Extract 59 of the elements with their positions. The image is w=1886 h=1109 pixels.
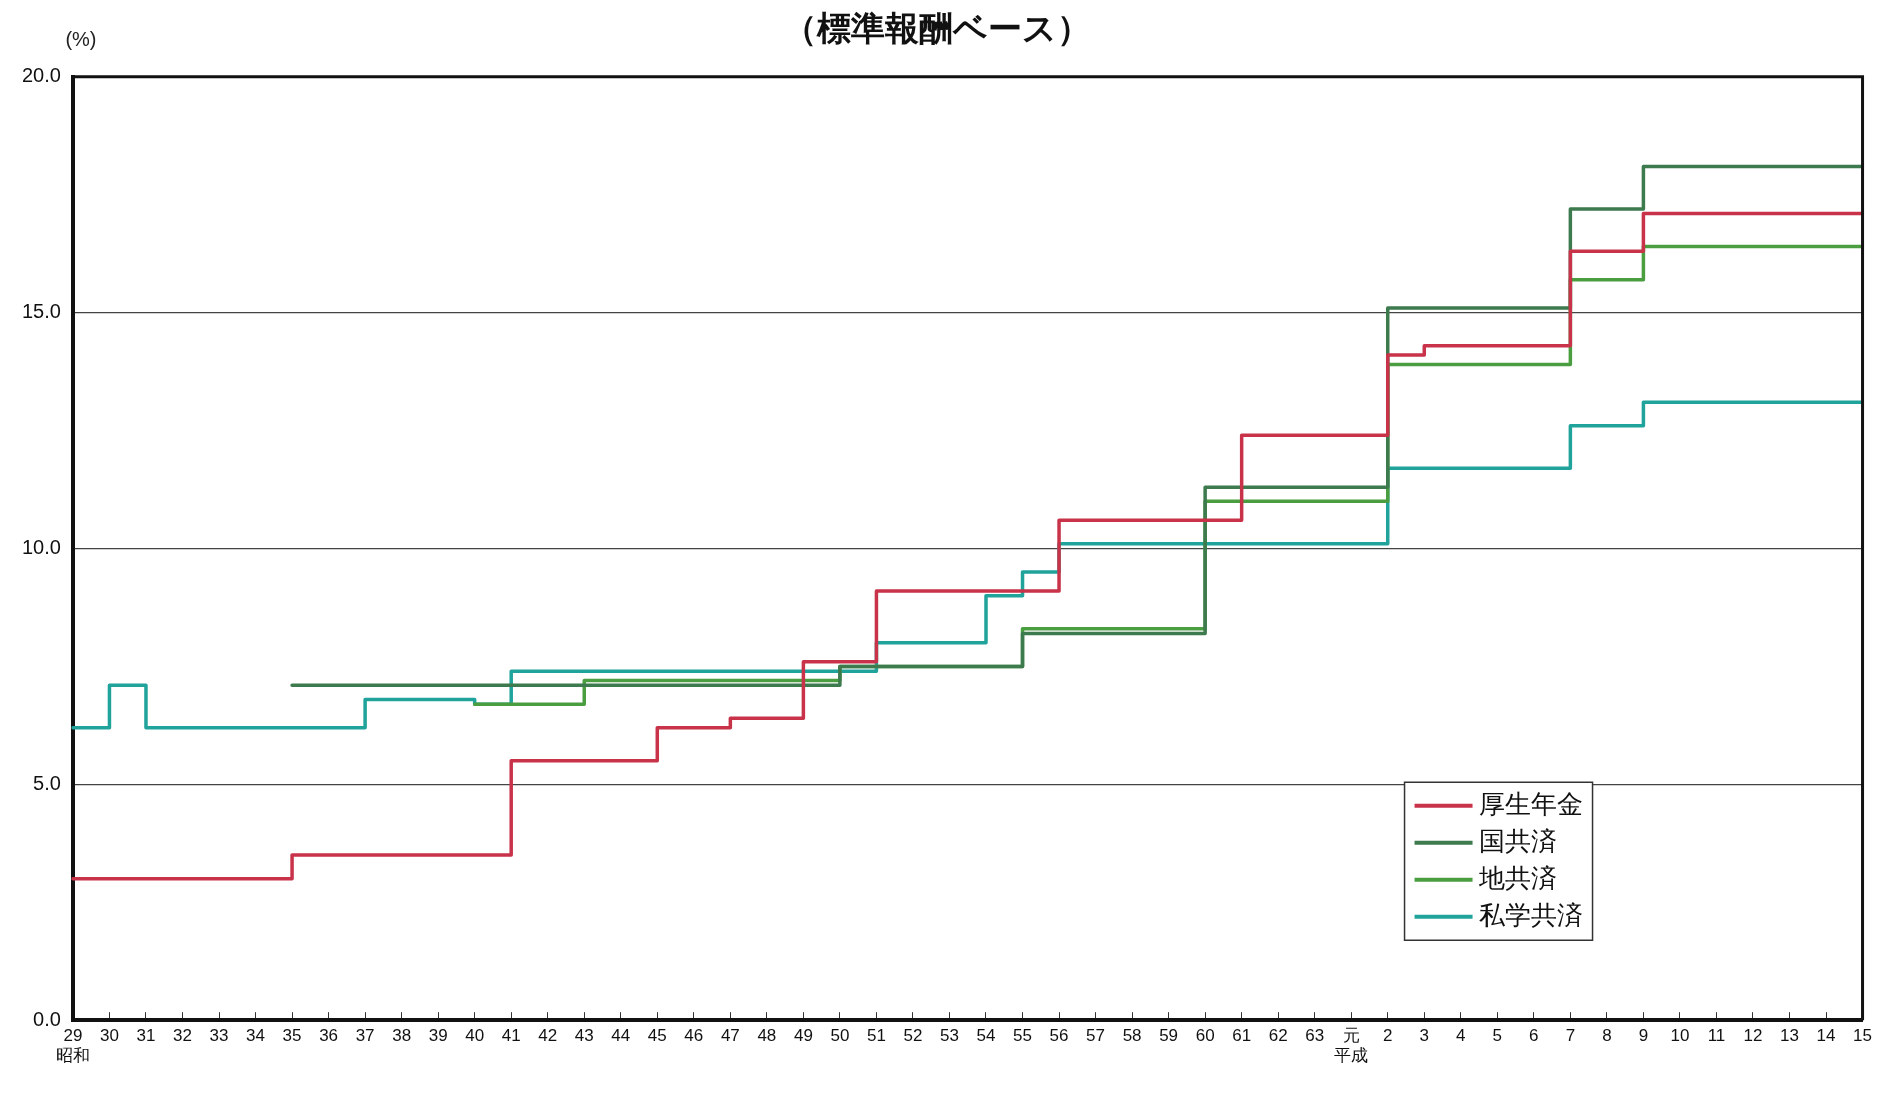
y-tick-label: 20.0	[21, 64, 61, 87]
x-tick-label: 38	[392, 1026, 412, 1046]
x-tick-label: 35	[282, 1026, 302, 1046]
x-tick-label: 53	[940, 1026, 959, 1046]
x-tick-label: 43	[574, 1026, 594, 1046]
x-tick-label: 14	[1816, 1026, 1836, 1046]
x-tick-label: 33	[209, 1026, 229, 1046]
x-tick-label: 46	[684, 1026, 704, 1046]
x-tick-label: 57	[1086, 1026, 1106, 1046]
legend-label: 厚生年金	[1478, 788, 1583, 819]
x-tick-label: 36	[319, 1026, 339, 1046]
x-tick-label: 42	[538, 1026, 558, 1046]
y-axis-title: (%)	[65, 28, 97, 51]
chart-title: （標準報酬ベース）	[783, 8, 1091, 47]
x-tick-label: 9	[1638, 1026, 1649, 1046]
y-tick-label: 10.0	[21, 536, 61, 559]
x-tick-label: 8	[1602, 1026, 1612, 1046]
x-tick-label: 31	[136, 1026, 156, 1046]
x-tick-label: 4	[1456, 1026, 1466, 1046]
x-tick-label: 6	[1529, 1026, 1539, 1046]
x-tick-label: 52	[903, 1026, 923, 1046]
legend-label: 私学共済	[1478, 899, 1583, 930]
x-tick-label: 44	[611, 1026, 631, 1046]
legend-label: 地共済	[1477, 862, 1557, 893]
y-tick-label: 5.0	[33, 771, 61, 794]
x-tick-label: 39	[428, 1026, 448, 1046]
x-tick-label: 45	[647, 1026, 667, 1046]
x-tick-label: 59	[1159, 1026, 1179, 1046]
x-tick-label: 50	[830, 1026, 850, 1046]
x-tick-label: 10	[1670, 1026, 1690, 1046]
x-tick-label: 11	[1707, 1026, 1726, 1046]
x-tick-label: 40	[465, 1026, 485, 1046]
x-tick-label: 37	[355, 1026, 375, 1046]
x-tick-label: 58	[1122, 1026, 1142, 1046]
legend-label: 国共済	[1478, 825, 1557, 856]
x-tick-label: 2	[1383, 1026, 1393, 1046]
x-tick-label: 48	[757, 1026, 777, 1046]
x-tick-label: 30	[99, 1026, 119, 1046]
x-tick-label: 13	[1780, 1026, 1799, 1046]
x-tick-label: 60	[1195, 1026, 1215, 1046]
x-tick-label: 5	[1492, 1026, 1503, 1046]
x-tick-label: 51	[866, 1026, 886, 1046]
x-tick-label: 63	[1305, 1026, 1325, 1046]
x-tick-label: 56	[1049, 1026, 1069, 1046]
x-tick-label: 49	[793, 1026, 813, 1046]
x-tick-label: 元平成	[1334, 1026, 1369, 1066]
x-tick-label: 55	[1013, 1026, 1032, 1046]
x-tick-label: 62	[1268, 1026, 1288, 1046]
x-tick-label: 12	[1743, 1026, 1763, 1046]
y-tick-label: 15.0	[21, 300, 61, 323]
x-tick-label: 54	[976, 1026, 996, 1046]
x-tick-label: 32	[173, 1026, 192, 1046]
x-tick-label: 61	[1232, 1026, 1252, 1046]
x-tick-label: 7	[1565, 1026, 1576, 1046]
x-tick-label: 47	[720, 1026, 740, 1046]
x-tick-label: 34	[246, 1026, 265, 1046]
x-tick-label: 3	[1419, 1026, 1430, 1046]
x-tick-label: 15	[1853, 1026, 1873, 1046]
x-tick-label: 41	[501, 1026, 521, 1046]
